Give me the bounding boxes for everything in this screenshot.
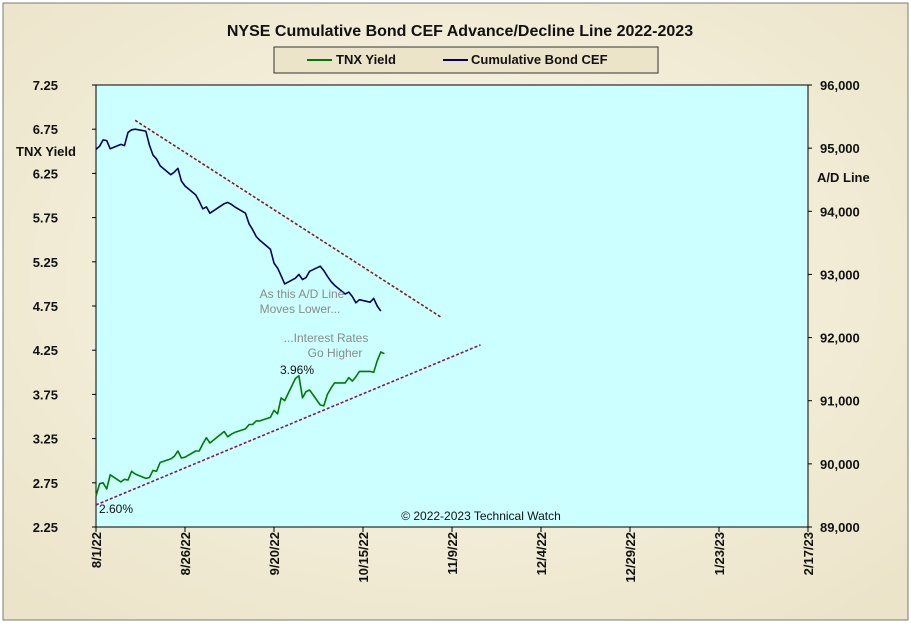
series-lines bbox=[95, 128, 385, 497]
x-axis-ticks: 8/1/22 8/26/22 9/20/22 10/15/22 11/9/22 12/4/… bbox=[89, 527, 816, 583]
right-axis-ticks: 96,000 95,000 94,000 93,000 92,000 91,000 90,0… bbox=[808, 78, 860, 535]
right-tick-label: 89,000 bbox=[820, 520, 860, 535]
x-tick-label: 9/20/22 bbox=[267, 532, 282, 575]
series-line-cumulative-bond-cef bbox=[95, 128, 382, 312]
legend-label-tnx: TNX Yield bbox=[336, 52, 396, 67]
trendline-yield-rising bbox=[95, 344, 481, 506]
right-tick-label: 90,000 bbox=[820, 457, 860, 472]
x-tick-label: 12/29/22 bbox=[623, 532, 638, 583]
annotation-ad-lower-line2: Moves Lower... bbox=[260, 302, 341, 316]
series-line-tnx-yield bbox=[95, 351, 385, 497]
right-tick-label: 92,000 bbox=[820, 331, 860, 346]
x-tick-label: 11/9/22 bbox=[445, 532, 460, 575]
left-tick-label: 6.75 bbox=[33, 122, 58, 137]
right-tick-label: 96,000 bbox=[820, 78, 860, 93]
left-tick-label: 3.75 bbox=[33, 387, 58, 402]
annotation-rates-higher-line2: Go Higher bbox=[308, 346, 363, 360]
legend: TNX Yield Cumulative Bond CEF bbox=[273, 46, 659, 74]
left-tick-label: 5.75 bbox=[33, 211, 58, 226]
left-tick-label: 5.25 bbox=[33, 255, 58, 270]
left-tick-label: 7.25 bbox=[33, 78, 58, 93]
chart-title: NYSE Cumulative Bond CEF Advance/Decline… bbox=[227, 23, 693, 40]
annotation-peak-yield: 3.96% bbox=[280, 363, 314, 377]
right-tick-label: 91,000 bbox=[820, 394, 860, 409]
right-tick-label: 94,000 bbox=[820, 204, 860, 219]
left-axis-label: TNX Yield bbox=[16, 144, 76, 159]
copyright-notice: © 2022-2023 Technical Watch bbox=[401, 509, 561, 523]
right-tick-label: 93,000 bbox=[820, 267, 860, 282]
left-tick-label: 2.25 bbox=[33, 520, 58, 535]
annotation-start-yield: 2.60% bbox=[99, 502, 133, 516]
annotation-rates-higher-line1: ...Interest Rates bbox=[284, 331, 369, 345]
left-tick-label: 6.25 bbox=[33, 166, 58, 181]
x-tick-label: 2/17/23 bbox=[801, 532, 816, 575]
right-tick-label: 95,000 bbox=[820, 141, 860, 156]
annotations: 2.60% 3.96% As this A/D Line Moves Lower… bbox=[99, 287, 561, 523]
trendline-ad-falling bbox=[134, 119, 442, 319]
left-axis-ticks: 7.25 6.75 6.25 5.75 5.25 4.75 4.25 3.75 3.25 2.75… bbox=[33, 78, 96, 535]
right-axis-label: A/D Line bbox=[817, 170, 870, 185]
left-tick-label: 3.25 bbox=[33, 432, 58, 447]
x-tick-label: 10/15/22 bbox=[356, 532, 371, 583]
trendlines bbox=[95, 119, 481, 506]
annotation-ad-lower-line1: As this A/D Line bbox=[260, 287, 345, 301]
left-tick-label: 4.25 bbox=[33, 343, 58, 358]
x-tick-label: 8/1/22 bbox=[89, 532, 104, 568]
plot-area bbox=[95, 84, 809, 528]
left-tick-label: 2.75 bbox=[33, 476, 58, 491]
legend-label-cef: Cumulative Bond CEF bbox=[471, 52, 608, 67]
left-tick-label: 4.75 bbox=[33, 299, 58, 314]
x-tick-label: 8/26/22 bbox=[178, 532, 193, 575]
x-tick-label: 1/23/23 bbox=[712, 532, 727, 575]
x-tick-label: 12/4/22 bbox=[534, 532, 549, 575]
